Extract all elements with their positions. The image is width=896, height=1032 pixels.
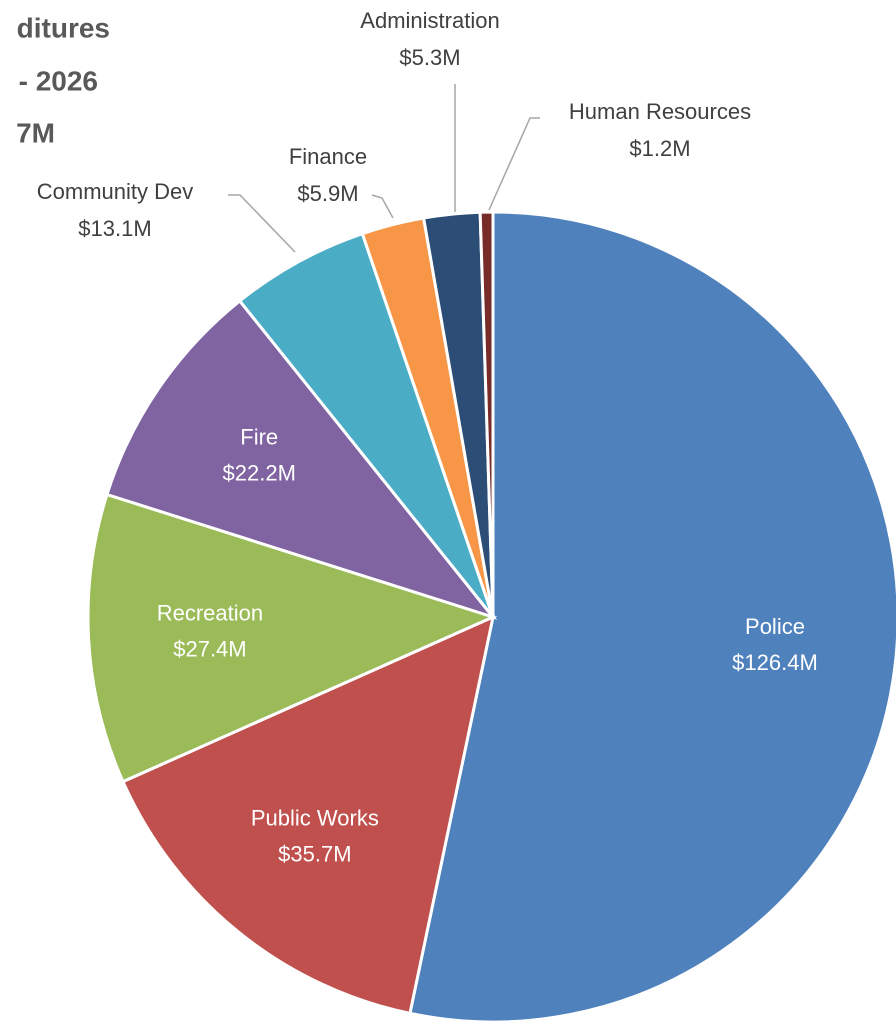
leader-line [371, 194, 394, 219]
pie-slice [120, 614, 496, 1016]
slice-label: Human Resources [569, 99, 751, 124]
slice-value: $22.2M [223, 460, 296, 485]
slice-value: $27.4M [173, 637, 246, 662]
slice-value: $126.4M [732, 650, 818, 675]
slice-label: Community Dev [37, 179, 193, 204]
slice-label: Administration [360, 8, 499, 33]
slice-value: $35.7M [278, 841, 351, 866]
pie-slice [86, 492, 498, 784]
chart-title: - 2026 [19, 65, 98, 96]
slice-value: $5.9M [297, 181, 358, 206]
chart-title: 7M [16, 117, 55, 148]
slice-label: Finance [289, 144, 367, 169]
slice-value: $1.2M [629, 136, 690, 161]
pie-slice [237, 231, 495, 618]
slice-label: Public Works [251, 805, 379, 830]
chart-title: ditures [17, 12, 110, 43]
leader-line [228, 194, 296, 253]
pie-slice [105, 298, 498, 620]
slice-value: $5.3M [399, 45, 460, 70]
slice-value: $13.1M [78, 216, 151, 241]
pie-slice [478, 210, 495, 618]
slice-label: Recreation [157, 601, 263, 626]
leader-line [488, 117, 540, 211]
slice-label: Police [745, 614, 805, 639]
slice-label: Fire [240, 424, 278, 449]
